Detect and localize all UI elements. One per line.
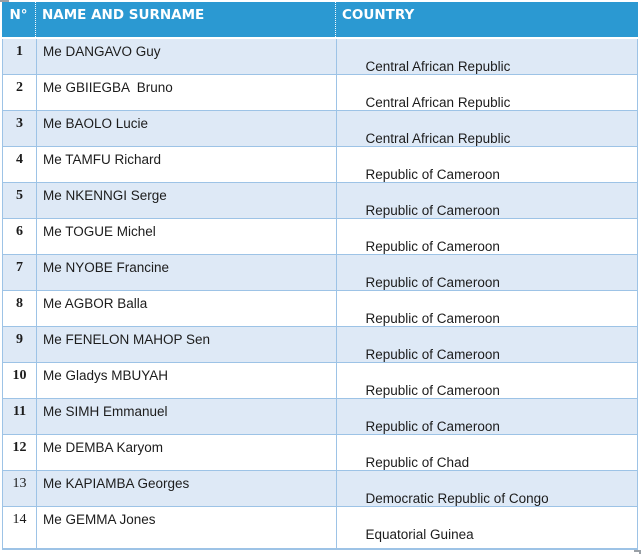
table-row: 13 Me KAPIAMBA Georges Democratic Republ… [2, 471, 638, 507]
name-cell[interactable]: Me KAPIAMBA Georges [36, 471, 336, 506]
table-row: 6 Me TOGUE Michel Republic of Cameroon [2, 219, 638, 255]
table-body: 1 Me DANGAVO Guy Central African Republi… [2, 39, 638, 550]
row-number-cell[interactable]: 3 [16, 116, 23, 131]
misspelled-word: Republic [457, 95, 511, 110]
row-number-cell[interactable]: 6 [16, 224, 23, 239]
row-number-cell[interactable]: 12 [12, 440, 27, 455]
name-cell[interactable]: Me GBIIEGBA Bruno [36, 75, 336, 110]
misspelled-word: Republic [365, 203, 419, 218]
country-cell[interactable]: Central African Republic [336, 111, 639, 146]
misspelled-word: Republic [365, 347, 419, 362]
country-cell[interactable]: Republic of Cameroon [336, 219, 639, 254]
table-row: 3 Me BAOLO Lucie Central African Republi… [2, 111, 638, 147]
table-row: 10 Me Gladys MBUYAH Republic of Cameroon [2, 363, 638, 399]
country-cell[interactable]: Republic of Cameroon [336, 363, 639, 398]
country-cell[interactable]: Republic of Cameroon [336, 255, 639, 290]
country-cell[interactable]: Central African Republic [336, 75, 639, 110]
table-row: 4 Me TAMFU Richard Republic of Cameroon [2, 147, 638, 183]
column-header-name[interactable]: NAME AND SURNAME [35, 2, 335, 37]
name-cell[interactable]: Me BAOLO Lucie [36, 111, 336, 146]
name-cell[interactable]: Me GEMMA Jones [36, 507, 336, 548]
row-number-cell[interactable]: 8 [16, 296, 23, 311]
misspelled-word: Republic [457, 59, 511, 74]
country-cell[interactable]: Republic of Cameroon [336, 183, 639, 218]
country-text: of Cameroon [418, 347, 500, 362]
column-header-number[interactable]: N° [9, 7, 28, 23]
name-cell[interactable]: Me TAMFU Richard [36, 147, 336, 182]
country-text: of Cameroon [418, 311, 500, 326]
misspelled-word: Republic [365, 383, 419, 398]
table-row: 1 Me DANGAVO Guy Central African Republi… [2, 39, 638, 75]
table-row: 11 Me SIMH Emmanuel Republic of Cameroon [2, 399, 638, 435]
name-cell[interactable]: Me SIMH Emmanuel [36, 399, 336, 434]
country-text: Central African [365, 59, 458, 74]
name-cell[interactable]: Me DEMBA Karyom [36, 435, 336, 470]
misspelled-word: Republic [365, 419, 419, 434]
country-text: Equatorial Guinea [365, 527, 474, 542]
row-number-cell[interactable]: 11 [12, 404, 27, 419]
country-cell[interactable]: Democratic Republic of Congo [336, 471, 639, 506]
country-text: of Cameroon [418, 275, 500, 290]
misspelled-word: Republic [365, 275, 419, 290]
name-cell[interactable]: Me FENELON MAHOP Sen [36, 327, 336, 362]
table-corner-mark-bottom [634, 550, 641, 552]
country-cell[interactable]: Equatorial Guinea [336, 507, 639, 548]
country-text: Democratic Republic of Congo [365, 491, 549, 506]
name-cell[interactable]: Me AGBOR Balla [36, 291, 336, 326]
country-text: of Cameroon [418, 203, 500, 218]
table-row: 9 Me FENELON MAHOP Sen Republic of Camer… [2, 327, 638, 363]
table-corner-mark-bottom [639, 550, 641, 554]
name-cell[interactable]: Me NYOBE Francine [36, 255, 336, 290]
country-cell[interactable]: Republic of Cameroon [336, 327, 639, 362]
name-cell[interactable]: Me TOGUE Michel [36, 219, 336, 254]
misspelled-word: Republic [365, 167, 419, 182]
country-text: Central African [365, 95, 458, 110]
country-text: of Cameroon [418, 383, 500, 398]
table-row: 14 Me GEMMA Jones Equatorial Guinea [2, 507, 638, 550]
country-cell[interactable]: Republic of Cameroon [336, 399, 639, 434]
row-number-cell[interactable]: 13 [12, 476, 27, 491]
table-row: 2 Me GBIIEGBA Bruno Central African Repu… [2, 75, 638, 111]
page-corner-mark-top [0, 0, 9, 2]
country-cell[interactable]: Republic of Cameroon [336, 291, 639, 326]
table-row: 8 Me AGBOR Balla Republic of Cameroon [2, 291, 638, 327]
country-cell[interactable]: Republic of Cameroon [336, 147, 639, 182]
row-number-cell[interactable]: 2 [16, 80, 23, 95]
country-text: of Cameroon [418, 419, 500, 434]
row-number-cell[interactable]: 1 [16, 44, 23, 59]
row-number-cell[interactable]: 4 [16, 152, 23, 167]
table-header-row: N° NAME AND SURNAME COUNTRY [2, 2, 638, 39]
table-row: 12 Me DEMBA Karyom Republic of Chad [2, 435, 638, 471]
country-cell[interactable]: Republic of Chad [336, 435, 639, 470]
column-header-country[interactable]: COUNTRY [335, 2, 638, 37]
row-number-cell[interactable]: 5 [16, 188, 23, 203]
country-text: of Cameroon [418, 239, 500, 254]
misspelled-word: Republic [457, 131, 511, 146]
table-row: 5 Me NKENNGI Serge Republic of Cameroon [2, 183, 638, 219]
country-cell[interactable]: Central African Republic [336, 39, 639, 74]
name-cell[interactable]: Me Gladys MBUYAH [36, 363, 336, 398]
misspelled-word: Republic [365, 239, 419, 254]
country-text: Republic of Chad [365, 455, 470, 470]
name-cell[interactable]: Me NKENNGI Serge [36, 183, 336, 218]
row-number-cell[interactable]: 10 [12, 368, 27, 383]
misspelled-word: Republic [365, 311, 419, 326]
table-row: 7 Me NYOBE Francine Republic of Cameroon [2, 255, 638, 291]
country-text: Central African [365, 131, 458, 146]
name-cell[interactable]: Me DANGAVO Guy [36, 39, 336, 74]
row-number-cell[interactable]: 7 [16, 260, 23, 275]
row-number-cell[interactable]: 14 [12, 512, 27, 527]
country-text: of Cameroon [418, 167, 500, 182]
row-number-cell[interactable]: 9 [16, 332, 23, 347]
